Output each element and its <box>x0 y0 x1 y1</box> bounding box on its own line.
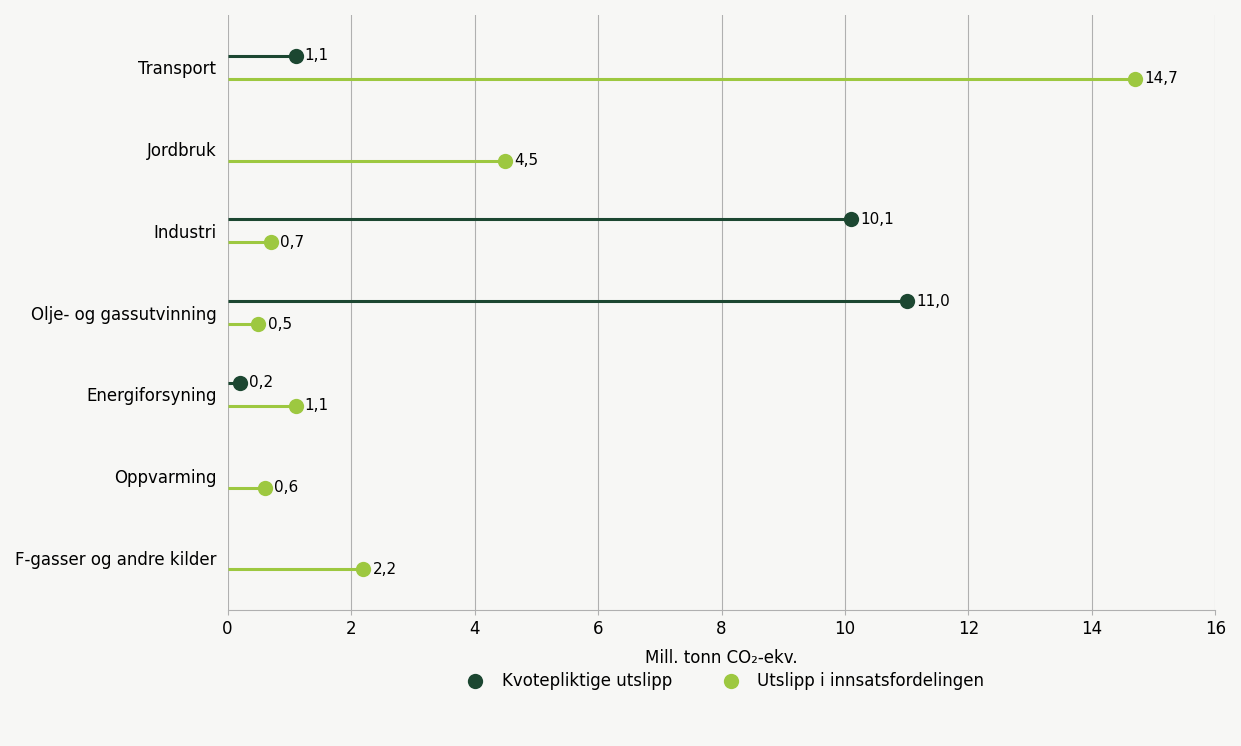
Text: 2,2: 2,2 <box>372 562 397 577</box>
Text: 10,1: 10,1 <box>860 212 895 227</box>
Text: 0,5: 0,5 <box>268 316 292 331</box>
Legend: Kvotepliktige utslipp, Utslipp i innsatsfordelingen: Kvotepliktige utslipp, Utslipp i innsats… <box>452 665 992 697</box>
Text: 1,1: 1,1 <box>305 398 329 413</box>
Text: 0,2: 0,2 <box>249 375 273 390</box>
Text: 14,7: 14,7 <box>1144 72 1178 87</box>
Text: 1,1: 1,1 <box>305 48 329 63</box>
Text: 0,6: 0,6 <box>274 480 298 495</box>
Text: 11,0: 11,0 <box>916 294 949 309</box>
Text: 4,5: 4,5 <box>515 153 539 168</box>
X-axis label: Mill. tonn CO₂-ekv.: Mill. tonn CO₂-ekv. <box>645 649 798 667</box>
Text: 0,7: 0,7 <box>280 235 304 250</box>
